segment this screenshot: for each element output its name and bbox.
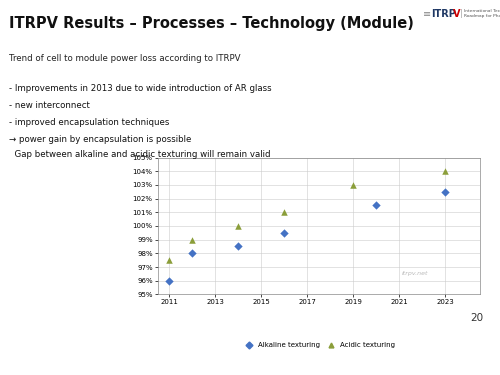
- Text: ≡: ≡: [422, 9, 430, 20]
- Text: |: |: [460, 9, 463, 18]
- Point: [372, 202, 380, 208]
- Point: [234, 223, 242, 229]
- Text: th: th: [226, 350, 232, 355]
- Text: Edition – Results 2012: Edition – Results 2012: [230, 355, 323, 361]
- Text: ◆PVGroup: ◆PVGroup: [428, 353, 472, 362]
- Text: itrpv.net: itrpv.net: [402, 272, 429, 276]
- Point: [234, 243, 242, 249]
- Text: ITRPV 4: ITRPV 4: [208, 355, 239, 361]
- Text: 2nd Annual c-SI PVMC Workshop,: 2nd Annual c-SI PVMC Workshop,: [2, 351, 126, 357]
- Point: [280, 230, 288, 236]
- Point: [280, 209, 288, 215]
- Text: 20: 20: [470, 313, 483, 323]
- Text: 10 July 2013, San Francisco, USA: 10 July 2013, San Francisco, USA: [2, 363, 124, 369]
- Text: ITRP: ITRP: [431, 9, 456, 20]
- Text: - new interconnect: - new interconnect: [9, 101, 90, 110]
- Point: [188, 251, 196, 257]
- Text: - improved encapsulation techniques: - improved encapsulation techniques: [9, 118, 170, 127]
- Point: [442, 168, 450, 174]
- Point: [188, 237, 196, 243]
- Text: Gap between alkaline and acidic texturing will remain valid: Gap between alkaline and acidic texturin…: [9, 150, 270, 159]
- Text: Trend of cell to module power loss according to ITRPV: Trend of cell to module power loss accor…: [9, 54, 240, 63]
- Text: - Improvements in 2013 due to wide introduction of AR glass: - Improvements in 2013 due to wide intro…: [9, 84, 272, 93]
- Point: [165, 278, 173, 284]
- Point: [350, 182, 358, 188]
- Text: V: V: [452, 9, 460, 20]
- Text: ITRPV Results – Processes – Technology (Module): ITRPV Results – Processes – Technology (…: [9, 16, 414, 31]
- Text: International Technology
Roadmap for Photovoltaics: International Technology Roadmap for Pho…: [464, 9, 500, 18]
- Text: → power gain by encapsulation is possible: → power gain by encapsulation is possibl…: [9, 135, 192, 144]
- Legend: Alkaline texturing, Acidic texturing: Alkaline texturing, Acidic texturing: [240, 340, 398, 351]
- Point: [165, 257, 173, 263]
- Text: semi: semi: [360, 353, 386, 363]
- Point: [442, 189, 450, 195]
